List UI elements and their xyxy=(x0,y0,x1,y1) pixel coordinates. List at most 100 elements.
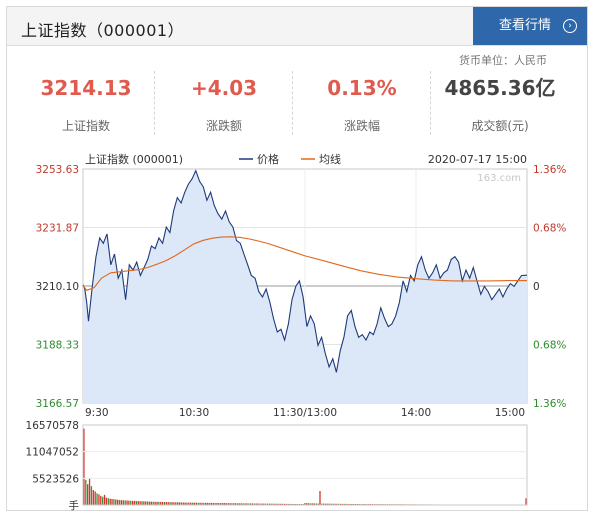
chart-title: 上证指数 (000001) xyxy=(85,152,183,166)
volume-bar xyxy=(148,501,151,505)
volume-bar xyxy=(98,494,100,505)
volume-bar xyxy=(171,502,173,505)
intraday-chart: 上证指数 (000001) 价格 均线 2020-07-17 15:00 163… xyxy=(7,149,587,515)
volume-bar xyxy=(117,499,119,505)
volume-bar xyxy=(246,503,248,505)
volume-bar xyxy=(248,503,250,505)
volume-bar xyxy=(182,502,184,505)
volume-bar xyxy=(160,501,162,505)
x-tick: 10:30 xyxy=(179,407,209,419)
volume-bar xyxy=(332,503,334,505)
volume-bar xyxy=(251,503,254,505)
volume-bar xyxy=(242,503,244,505)
volume-bar xyxy=(336,503,338,505)
chart-timestamp: 2020-07-17 15:00 xyxy=(428,153,527,166)
volume-bar xyxy=(90,486,93,505)
volume-bar xyxy=(115,499,117,505)
volume-bar xyxy=(203,502,205,505)
stat-change-pct: 0.13% 涨跌幅 xyxy=(293,63,431,143)
volume-bar xyxy=(163,502,166,505)
volume-bar xyxy=(265,503,267,505)
volume-bar xyxy=(124,500,126,505)
volume-bar xyxy=(122,500,124,505)
volume-bar xyxy=(105,497,108,505)
legend-price-label: 价格 xyxy=(257,152,279,166)
volume-bar xyxy=(225,503,227,505)
chart-watermark: 163.com xyxy=(477,173,521,184)
volume-bar xyxy=(137,501,139,505)
volume-bar xyxy=(214,502,216,505)
price-line xyxy=(82,169,528,373)
volume-bar xyxy=(233,503,235,505)
volume-bar xyxy=(315,503,317,505)
price-axes: 3253.63 1.36% 3231.87 0.68% 3210.10 0 3188.33 0… xyxy=(36,164,567,419)
volume-bar xyxy=(253,503,256,505)
volume-bar xyxy=(235,503,237,505)
volume-y-tick: 11047052 xyxy=(26,447,79,459)
volume-bar xyxy=(339,503,342,505)
volume-bar xyxy=(184,502,186,505)
x-tick: 9:30 xyxy=(85,407,109,419)
volume-bar xyxy=(345,503,347,505)
volume-bar xyxy=(334,503,336,505)
volume-bar xyxy=(113,499,115,505)
volume-bar xyxy=(525,498,527,505)
volume-bar xyxy=(324,503,327,505)
volume-bar xyxy=(229,503,231,505)
volume-bar xyxy=(195,502,197,505)
x-tick: 15:00 xyxy=(495,407,525,419)
y-tick-left: 3253.63 xyxy=(36,164,79,176)
volume-bar xyxy=(308,503,310,505)
volume-bar xyxy=(141,501,143,505)
price-area xyxy=(83,170,527,403)
volume-bar xyxy=(306,503,308,505)
stat-label: 上证指数 xyxy=(61,119,110,133)
y-tick-left: 3231.87 xyxy=(36,223,79,235)
volume-bar xyxy=(349,503,351,505)
volume-bar xyxy=(255,503,257,505)
y-tick-left: 3166.57 xyxy=(36,398,79,410)
volume-bar xyxy=(274,503,276,505)
stat-value: 3214.13 xyxy=(40,76,132,100)
volume-bar xyxy=(118,499,121,505)
volume-bar xyxy=(212,502,214,505)
volume-y-tick: 16570578 xyxy=(26,420,79,432)
volume-bar xyxy=(100,495,102,505)
volume-bar xyxy=(210,502,212,505)
volume-bar xyxy=(227,503,229,505)
volume-bar xyxy=(208,502,211,505)
stat-value: +4.03 xyxy=(190,76,258,100)
volume-bar xyxy=(154,501,156,505)
volume-bar xyxy=(205,502,207,505)
volume-bar xyxy=(321,503,323,505)
volume-bar xyxy=(281,503,284,505)
volume-bar xyxy=(120,500,123,505)
view-quotes-button[interactable]: 查看行情 › xyxy=(473,7,587,45)
volume-bar xyxy=(309,503,312,505)
y-tick-right: 0 xyxy=(533,281,540,293)
volume-bar xyxy=(240,503,242,505)
volume-bar xyxy=(272,503,274,505)
volume-bar xyxy=(96,493,98,505)
stats-row: 3214.13 上证指数 +4.03 涨跌额 0.13% 涨跌幅 4865.36… xyxy=(7,63,587,143)
volume-bar xyxy=(133,500,136,505)
volume-bar xyxy=(111,498,113,505)
volume-bar xyxy=(193,502,196,505)
stat-index: 3214.13 上证指数 xyxy=(17,63,155,143)
volume-bar xyxy=(167,502,169,505)
volume-bar xyxy=(259,503,261,505)
volume-bar xyxy=(178,502,181,505)
view-quotes-label: 查看行情 xyxy=(499,18,552,33)
y-tick-right: 1.36% xyxy=(533,398,566,410)
volume-bar xyxy=(319,491,321,505)
volume-bar xyxy=(88,477,91,505)
volume-bar xyxy=(102,496,104,505)
volume-bar xyxy=(263,503,265,505)
volume-bar xyxy=(283,503,286,505)
currency-note: 货币单位：人民币 xyxy=(459,54,547,67)
volume-bar xyxy=(220,503,222,505)
volume-bar xyxy=(347,503,349,505)
volume-bar xyxy=(146,501,149,505)
volume-bar xyxy=(87,484,89,505)
volume-bar xyxy=(311,503,314,505)
